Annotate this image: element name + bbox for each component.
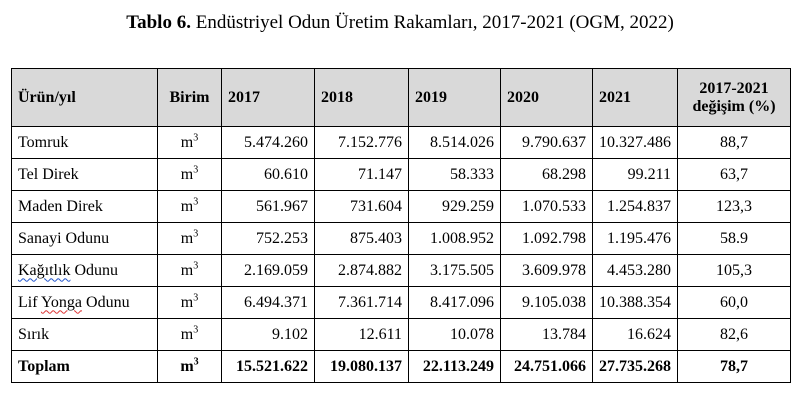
table-row: Sırık m3 9.102 12.611 10.078 13.784 16.6…	[11, 318, 791, 351]
header-2020: 2020	[500, 68, 593, 127]
header-row: Ürün/yıl Birim 2017 2018 2019 2020 2021 …	[11, 68, 791, 127]
cell-2021: 4.453.280	[592, 254, 678, 287]
caption-text: Endüstriyel Odun Üretim Rakamları, 2017-…	[195, 12, 674, 33]
table-row: Tel Direk m3 60.610 71.147 58.333 68.298…	[11, 158, 791, 191]
row-unit: m3	[157, 126, 222, 159]
table-row: Maden Direk m3 561.967 731.604 929.259 1…	[11, 190, 791, 223]
cell-2021: 99.211	[592, 158, 678, 191]
cell-2018: 12.611	[314, 318, 409, 351]
cell-2019: 1.008.952	[408, 222, 501, 255]
cell-2018: 71.147	[314, 158, 409, 191]
header-change-line1: 2017-2021	[699, 79, 769, 97]
row-unit: m3	[157, 254, 222, 287]
row-name: Maden Direk	[11, 190, 158, 223]
cell-2020: 9.105.038	[500, 286, 593, 319]
cell-2020: 9.790.637	[500, 126, 593, 159]
cell-2018: 7.152.776	[314, 126, 409, 159]
cell-2017: 60.610	[221, 158, 315, 191]
cell-change: 60,0	[677, 286, 791, 319]
row-unit: m3	[157, 158, 222, 191]
row-name: Kağıtlık Odunu	[11, 254, 158, 287]
total-name: Toplam	[11, 350, 158, 383]
cell-2019: 8.417.096	[408, 286, 501, 319]
cell-2020: 68.298	[500, 158, 593, 191]
header-unit: Birim	[157, 68, 222, 127]
table-row: Lif Yonga Odunu m3 6.494.371 7.361.714 8…	[11, 286, 791, 319]
cell-change: 123,3	[677, 190, 791, 223]
cell-2018: 7.361.714	[314, 286, 409, 319]
cell-2020: 1.092.798	[500, 222, 593, 255]
cell-2018: 875.403	[314, 222, 409, 255]
cell-2020: 1.070.533	[500, 190, 593, 223]
row-name: Tomruk	[11, 126, 158, 159]
total-2020: 24.751.066	[500, 350, 593, 383]
cell-2019: 3.175.505	[408, 254, 501, 287]
cell-2019: 8.514.026	[408, 126, 501, 159]
cell-2020: 13.784	[500, 318, 593, 351]
row-name: Lif Yonga Odunu	[11, 286, 158, 319]
row-unit: m3	[157, 318, 222, 351]
cell-2021: 16.624	[592, 318, 678, 351]
cell-2017: 561.967	[221, 190, 315, 223]
caption-label: Tablo 6.	[126, 12, 191, 33]
cell-2017: 2.169.059	[221, 254, 315, 287]
cell-change: 105,3	[677, 254, 791, 287]
cell-2018: 2.874.882	[314, 254, 409, 287]
cell-change: 82,6	[677, 318, 791, 351]
production-table: Ürün/yıl Birim 2017 2018 2019 2020 2021 …	[11, 68, 791, 383]
cell-2021: 1.254.837	[592, 190, 678, 223]
total-2019: 22.113.249	[408, 350, 501, 383]
cell-2018: 731.604	[314, 190, 409, 223]
header-2019: 2019	[408, 68, 501, 127]
row-name: Sırık	[11, 318, 158, 351]
row-unit: m3	[157, 190, 222, 223]
cell-2017: 5.474.260	[221, 126, 315, 159]
cell-2021: 10.388.354	[592, 286, 678, 319]
table-row: Sanayi Odunu m3 752.253 875.403 1.008.95…	[11, 222, 791, 255]
header-2018: 2018	[314, 68, 409, 127]
total-row: Toplam m3 15.521.622 19.080.137 22.113.2…	[11, 350, 791, 383]
cell-2017: 6.494.371	[221, 286, 315, 319]
total-unit: m3	[157, 350, 222, 383]
cell-change: 58.9	[677, 222, 791, 255]
table-row: Tomruk m3 5.474.260 7.152.776 8.514.026 …	[11, 126, 791, 159]
cell-2019: 58.333	[408, 158, 501, 191]
row-unit: m3	[157, 222, 222, 255]
cell-2019: 929.259	[408, 190, 501, 223]
total-2021: 27.735.268	[592, 350, 678, 383]
total-2017: 15.521.622	[221, 350, 315, 383]
header-product: Ürün/yıl	[11, 68, 158, 127]
total-2018: 19.080.137	[314, 350, 409, 383]
header-change-line2: değişim (%)	[692, 97, 776, 115]
cell-2017: 752.253	[221, 222, 315, 255]
table-row: Kağıtlık Odunu m3 2.169.059 2.874.882 3.…	[11, 254, 791, 287]
cell-2020: 3.609.978	[500, 254, 593, 287]
header-2021: 2021	[592, 68, 678, 127]
cell-2021: 1.195.476	[592, 222, 678, 255]
cell-change: 88,7	[677, 126, 791, 159]
total-change: 78,7	[677, 350, 791, 383]
cell-2019: 10.078	[408, 318, 501, 351]
cell-2021: 10.327.486	[592, 126, 678, 159]
row-unit: m3	[157, 286, 222, 319]
row-name: Tel Direk	[11, 158, 158, 191]
row-name: Sanayi Odunu	[11, 222, 158, 255]
cell-2017: 9.102	[221, 318, 315, 351]
header-change: 2017-2021 değişim (%)	[677, 68, 791, 127]
header-2017: 2017	[221, 68, 315, 127]
table-caption: Tablo 6. Endüstriyel Odun Üretim Rakamla…	[0, 12, 800, 34]
cell-change: 63,7	[677, 158, 791, 191]
